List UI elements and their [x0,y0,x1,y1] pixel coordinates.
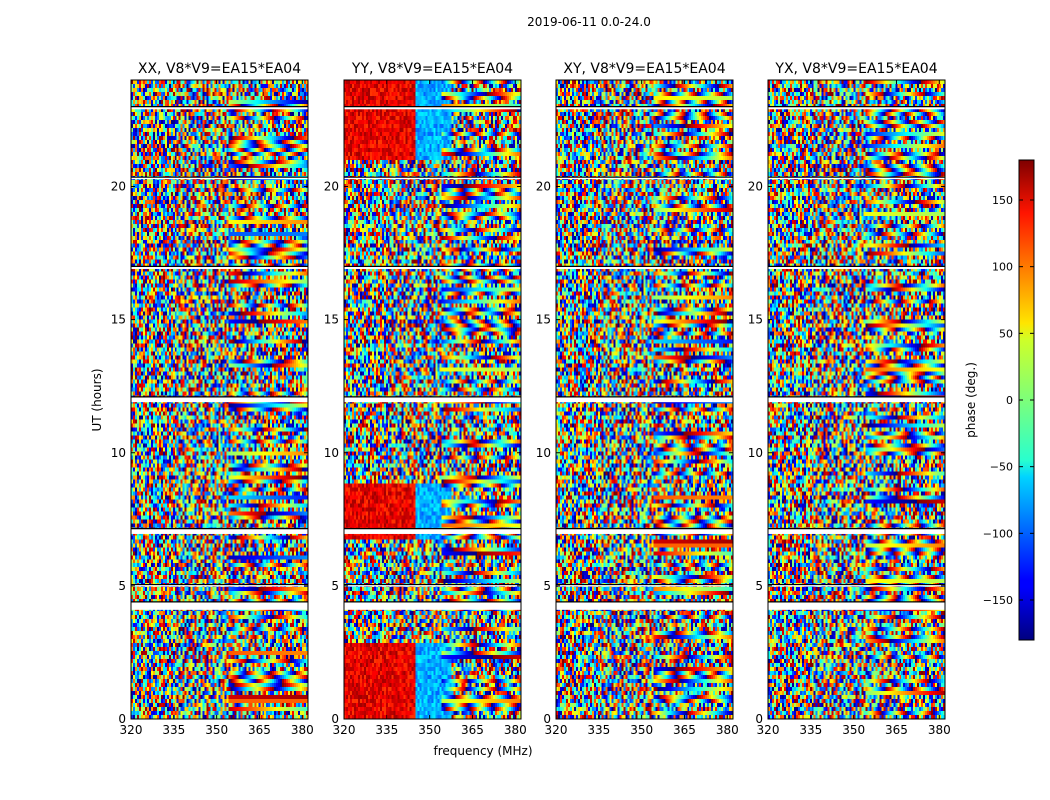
panel-xx: XX, V8*V9=EA15*EA04 320 335 350 365 380 0 5 10 15… [111,61,314,737]
y-tick-label: 10 [111,446,126,460]
x-tick-label: 320 [545,723,568,737]
x-axis-label: frequency (MHz) [433,744,532,758]
x-tick-label: 380 [928,723,951,737]
x-tick-label: 365 [461,723,484,737]
x-tick-label: 335 [799,723,822,737]
y-tick-label: 5 [331,579,339,593]
y-tick-label: 20 [536,180,551,194]
x-tick-label: 350 [418,723,441,737]
axes-frame [555,79,734,720]
flagged-gap [768,106,945,110]
y-tick-label: 10 [536,446,551,460]
colorbar-tick-label: 100 [992,261,1013,274]
x-tick-label: 380 [291,723,314,737]
flagged-gap [131,106,308,110]
flagged-gap [768,601,945,610]
flagged-gap [344,106,521,110]
x-tick-label: 320 [757,723,780,737]
x-tick-label: 350 [842,723,865,737]
flagged-gap [768,266,945,270]
flagged-gap [131,601,308,610]
x-tick-label: 350 [630,723,653,737]
x-tick-label: 320 [333,723,356,737]
flagged-gap [344,601,521,610]
flagged-gap [131,396,308,403]
x-tick-label: 335 [587,723,610,737]
flagged-gap [768,396,945,403]
flagged-gap [131,266,308,270]
flagged-gap [131,528,308,534]
x-tick-label: 365 [248,723,271,737]
x-tick-label: 365 [885,723,908,737]
colorbar-tick-label: 0 [1006,394,1013,407]
y-axis-label: UT (hours) [90,368,104,431]
y-tick-label: 5 [755,579,763,593]
flagged-gap [556,177,733,180]
panel-title: YX, V8*V9=EA15*EA04 [774,61,937,77]
axes-frame [343,79,522,720]
panel-xy: XY, V8*V9=EA15*EA04 320 335 350 365 380 0 5 10 15… [536,61,739,737]
y-tick-label: 0 [543,712,551,726]
panel-title: XY, V8*V9=EA15*EA04 [563,61,725,77]
y-tick-label: 20 [748,180,763,194]
y-tick-label: 20 [111,180,126,194]
y-tick-label: 5 [118,579,126,593]
figure-suptitle: 2019-06-11 0.0-24.0 [527,15,651,29]
x-tick-label: 335 [375,723,398,737]
y-tick-label: 5 [543,579,551,593]
y-tick-label: 10 [324,446,339,460]
flagged-gap [131,584,308,587]
x-tick-label: 380 [716,723,739,737]
x-tick-label: 350 [205,723,228,737]
colorbar-tick-label: −100 [983,527,1013,540]
flagged-gap [768,584,945,587]
x-tick-label: 380 [504,723,527,737]
flagged-gap [344,584,521,587]
flagged-gap [556,396,733,403]
x-tick-label: 320 [120,723,143,737]
colorbar-tick-label: −150 [983,594,1013,607]
panel-title: YY, V8*V9=EA15*EA04 [351,61,513,77]
flagged-gap [768,177,945,180]
colorbar-tick-label: −50 [990,461,1013,474]
flagged-gap [556,584,733,587]
flagged-gap [556,601,733,610]
y-tick-label: 15 [111,313,126,327]
x-tick-label: 365 [673,723,696,737]
flagged-gap [556,106,733,110]
colorbar-tick-label: 50 [999,327,1013,340]
colorbar-tick-label: 150 [992,194,1013,207]
y-tick-label: 15 [536,313,551,327]
axes-frame [767,79,946,720]
flagged-gap [344,177,521,180]
panel-title: XX, V8*V9=EA15*EA04 [138,61,301,77]
flagged-gap [131,177,308,180]
flagged-gap [344,528,521,534]
flagged-gap [344,396,521,403]
y-tick-label: 15 [324,313,339,327]
y-tick-label: 0 [118,712,126,726]
x-tick-label: 335 [162,723,185,737]
flagged-gap [556,266,733,270]
colorbar-label: phase (deg.) [964,362,978,438]
y-tick-label: 10 [748,446,763,460]
y-tick-label: 0 [331,712,339,726]
panel-yx: YX, V8*V9=EA15*EA04 320 335 350 365 380 0 5 10 15… [748,61,951,737]
axes-frame [130,79,309,720]
flagged-gap [768,528,945,534]
flagged-gap [344,266,521,270]
flagged-gap [556,528,733,534]
colorbar: 150 100 50 0 −50 −100 −150 phase (deg.) [964,159,1035,641]
panel-yy: YY, V8*V9=EA15*EA04 320 335 350 365 380 0 5 10 15… [324,61,527,737]
y-tick-label: 15 [748,313,763,327]
y-tick-label: 20 [324,180,339,194]
y-tick-label: 0 [755,712,763,726]
